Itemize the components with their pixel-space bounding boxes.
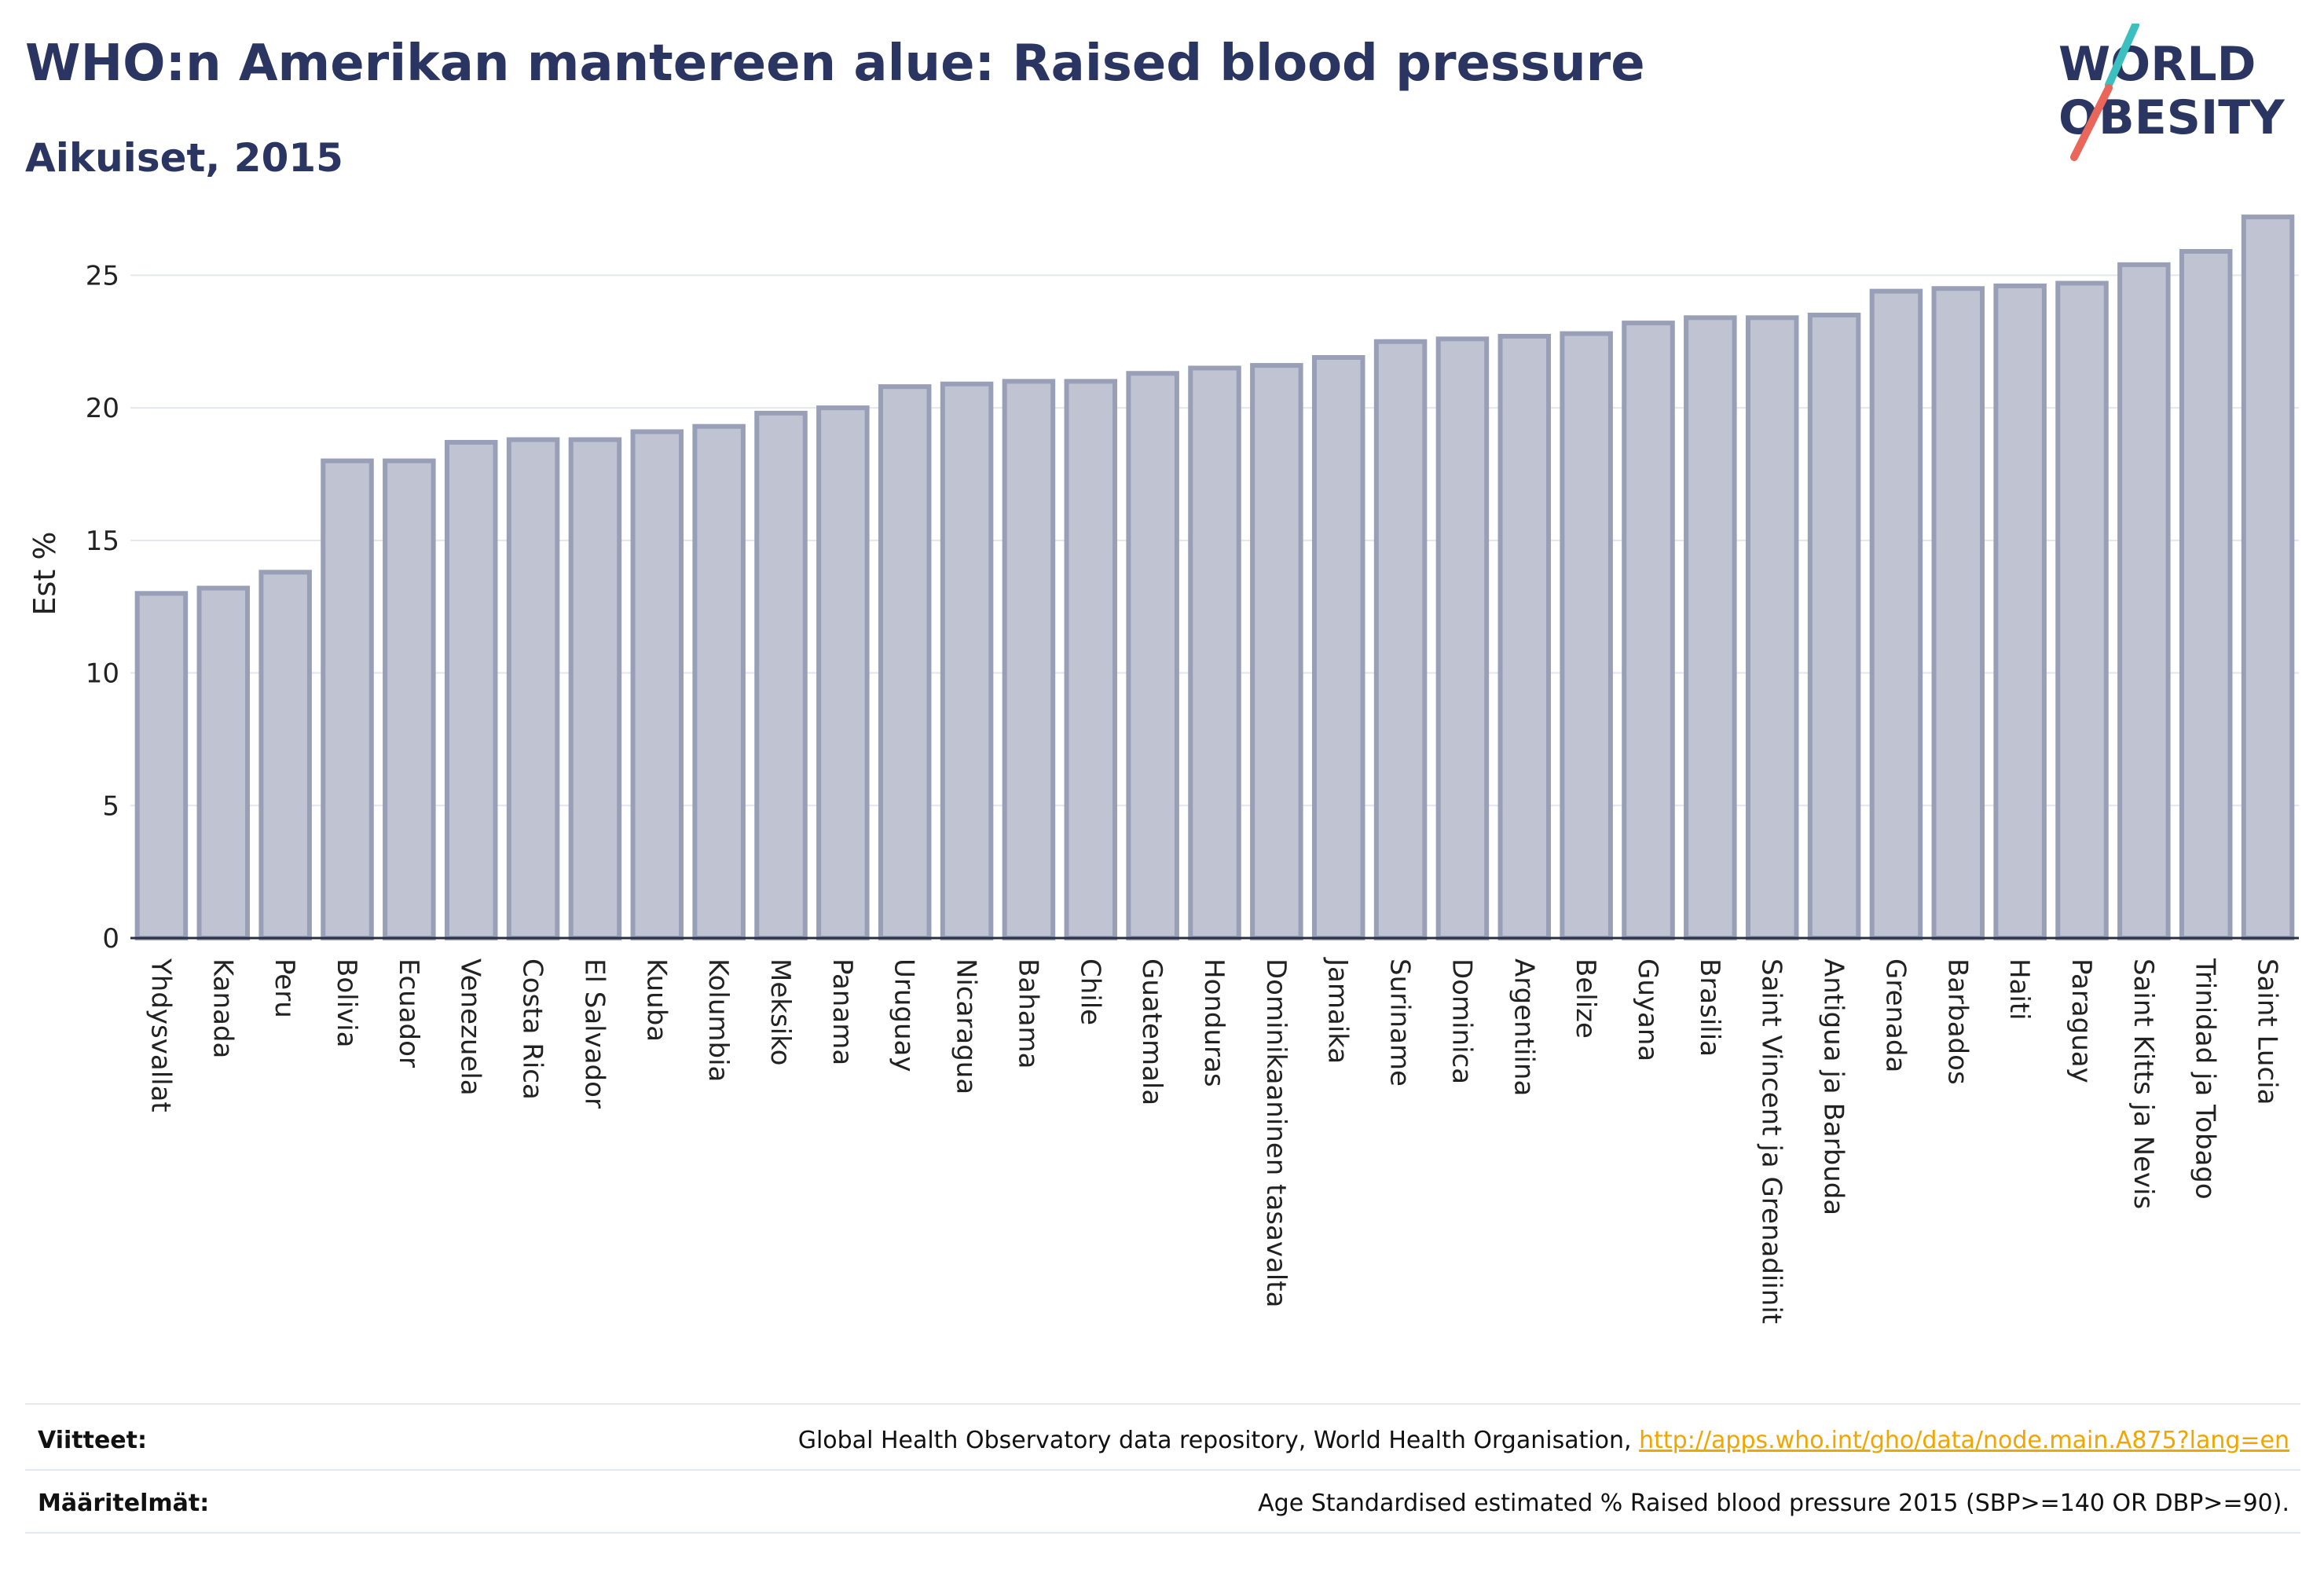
- sources-divider-bottom: [25, 1532, 2300, 1534]
- bar: [2117, 262, 2171, 940]
- y-tick-label: 10: [86, 658, 119, 690]
- bar: [1188, 365, 1241, 940]
- bar: [1745, 315, 1799, 940]
- bar: [1250, 363, 1303, 940]
- bar: [1993, 283, 2047, 940]
- x-tick-label: Bahama: [1012, 958, 1043, 1069]
- logo-slash-coral: [2070, 84, 2113, 161]
- logo-slash-teal: [2105, 24, 2139, 89]
- y-axis-label: Est %: [27, 532, 62, 616]
- references-label: Viitteet:: [38, 1427, 147, 1454]
- x-tick-label: Yhdysvallat: [145, 958, 176, 1112]
- bar: [1064, 379, 1118, 940]
- x-tick-label: El Salvador: [578, 958, 610, 1109]
- x-tick-label: Jamaika: [1322, 957, 1354, 1064]
- x-tick-label: Peru: [269, 958, 300, 1018]
- chart-subtitle: Aikuiset, 2015: [25, 135, 343, 181]
- x-tick-label: Saint Lucia: [2252, 958, 2283, 1105]
- y-tick-label: 25: [86, 260, 119, 291]
- x-tick-label: Trinidad ja Tobago: [2190, 958, 2221, 1200]
- bar: [816, 405, 870, 940]
- logo-line1: WORLD: [2058, 37, 2256, 92]
- x-tick-label: Argentiina: [1508, 958, 1539, 1096]
- x-tick-label: Belize: [1570, 958, 1601, 1039]
- y-tick-label: 5: [102, 790, 119, 822]
- bar: [383, 458, 436, 940]
- bar: [444, 439, 498, 940]
- x-tick-label: Honduras: [1198, 958, 1230, 1087]
- bar: [1497, 333, 1552, 940]
- bar: [568, 437, 622, 940]
- x-tick-label: Dominica: [1446, 958, 1477, 1084]
- definitions-label: Määritelmät:: [38, 1490, 210, 1517]
- bar: [1002, 379, 1056, 940]
- bar: [2179, 248, 2233, 940]
- bar: [1560, 331, 1613, 940]
- x-tick-label: Kolumbia: [702, 958, 734, 1082]
- chart-title: WHO:n Amerikan mantereen alue: Raised bl…: [25, 35, 1645, 93]
- bar: [1311, 354, 1365, 940]
- bars: [134, 214, 2295, 941]
- bar: [1126, 371, 1179, 941]
- bar: [2055, 280, 2109, 941]
- x-tick-label: Uruguay: [889, 958, 920, 1072]
- y-tick-label: 20: [86, 393, 119, 424]
- x-tick-label: Chile: [1074, 958, 1105, 1025]
- x-tick-label: Haiti: [2003, 958, 2035, 1021]
- bar: [692, 423, 746, 940]
- bar: [258, 570, 312, 941]
- bar: [754, 410, 808, 940]
- bar: [1684, 315, 1737, 940]
- x-tick-label: Meksiko: [764, 958, 796, 1065]
- x-tick-label: Saint Vincent ja Grenadiinit: [1756, 958, 1787, 1324]
- x-tick-label: Suriname: [1384, 958, 1416, 1087]
- axes: 0 5 10 15 20 25 Est % Yhdysvallat Kanada Peru Boli…: [27, 260, 2299, 1324]
- x-tick-label: Antigua ja Barbuda: [1818, 958, 1849, 1215]
- x-tick-label: Saint Kitts ja Nevis: [2128, 958, 2159, 1209]
- bar: [134, 591, 189, 940]
- y-tick-label: 0: [102, 923, 119, 955]
- world-obesity-logo: WORLD OBESITY: [2058, 24, 2286, 161]
- bar: [1807, 312, 1861, 940]
- references-text: Global Health Observatory data repositor…: [798, 1427, 2289, 1454]
- x-tick-label: Panama: [827, 958, 858, 1065]
- x-tick-label: Bolivia: [331, 958, 362, 1047]
- references-link[interactable]: http://apps.who.int/gho/data/node.main.A…: [1639, 1427, 2289, 1454]
- x-tick-label: Barbados: [1941, 958, 1973, 1085]
- bar: [940, 381, 994, 941]
- x-tick-label: Ecuador: [393, 958, 424, 1068]
- definitions-text: Age Standardised estimated % Raised bloo…: [1258, 1490, 2289, 1517]
- x-tick-label: Guyana: [1632, 958, 1663, 1061]
- bar-chart: 0 5 10 15 20 25 Est % Yhdysvallat Kanada Peru Boli…: [27, 214, 2299, 1324]
- bar: [1931, 286, 1985, 940]
- bar: [196, 585, 251, 940]
- bar: [1622, 321, 1675, 940]
- x-tick-label: Costa Rica: [517, 958, 548, 1100]
- sources-divider-top: [25, 1403, 2300, 1405]
- x-tick-label: Dominikaaninen tasavalta: [1260, 958, 1292, 1307]
- x-tick-label: Guatemala: [1136, 958, 1167, 1105]
- x-tick-label: Brasilia: [1694, 958, 1725, 1057]
- x-tick-label: Venezuela: [455, 958, 486, 1096]
- references-body: Global Health Observatory data repositor…: [797, 1427, 1632, 1454]
- x-tick-label: Nicaragua: [951, 958, 982, 1094]
- x-tick-label: Grenada: [1879, 958, 1911, 1072]
- bar: [1869, 288, 1923, 940]
- y-tick-label: 15: [86, 526, 119, 557]
- x-tick-label: Kuuba: [640, 958, 672, 1042]
- bar: [1373, 339, 1428, 940]
- x-tick-label: Paraguay: [2066, 958, 2097, 1083]
- bar: [878, 384, 932, 940]
- bar: [2241, 214, 2295, 940]
- bar: [321, 458, 374, 940]
- x-tick-label: Kanada: [207, 958, 238, 1058]
- bar: [1435, 336, 1490, 940]
- bar: [506, 437, 560, 940]
- sources-divider-middle: [25, 1469, 2300, 1471]
- bar: [630, 429, 684, 940]
